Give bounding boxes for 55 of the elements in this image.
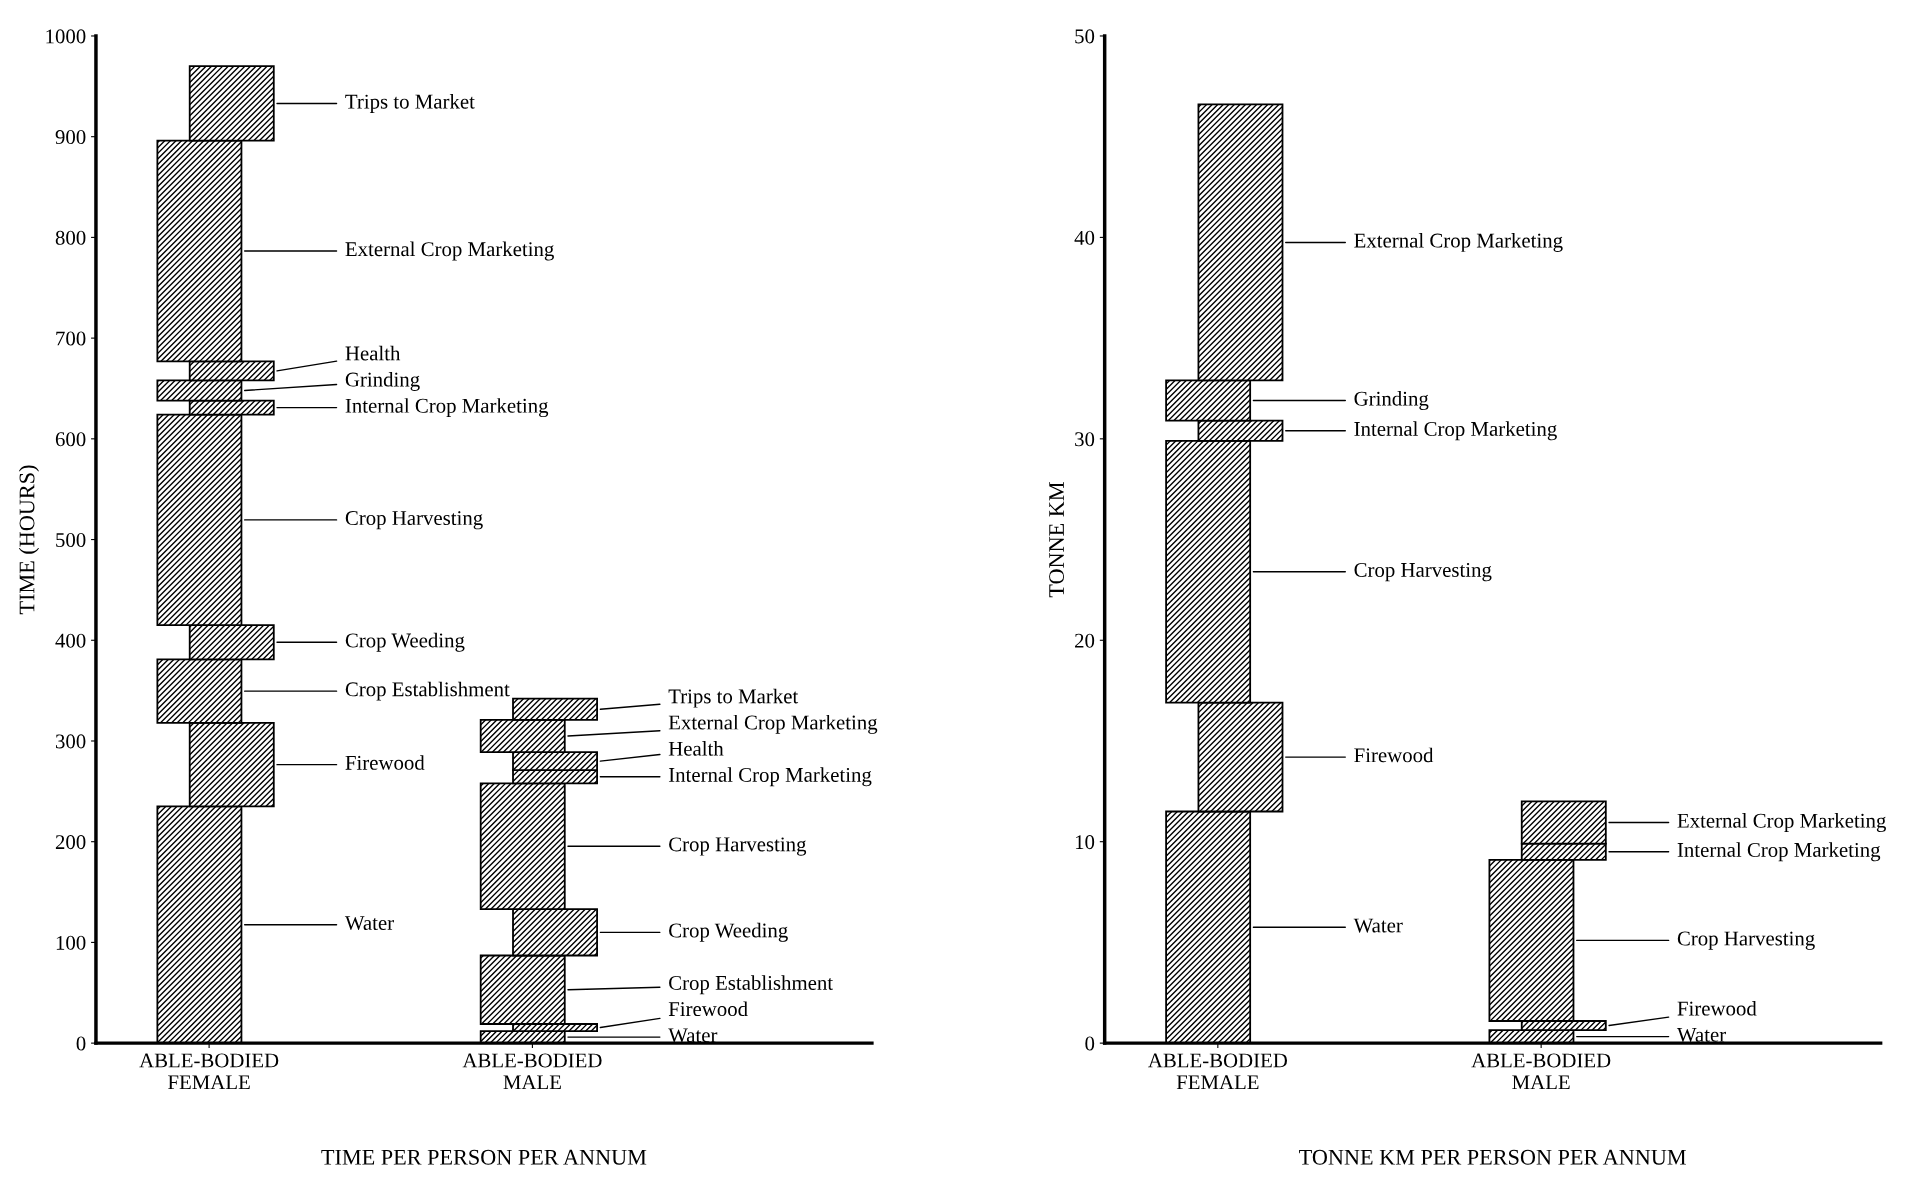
x-tick-label: ABLE-BODIED FEMALE (1148, 1053, 1288, 1090)
x-tick-label: ABLE-BODIED MALE (1471, 1053, 1611, 1090)
text: Internal Crop Marketing (345, 398, 549, 418)
x-axis-title: TIME PER PERSON PER ANNUM (321, 1149, 647, 1165)
y-tick-label: 0 (76, 1036, 86, 1051)
text: Grinding (345, 371, 420, 391)
text: Water (1676, 1027, 1726, 1042)
x-axis-title: TONNE KM PER PERSON PER ANNUM (1299, 1149, 1686, 1165)
y-tick-label: 300 (55, 734, 86, 749)
text: Water (668, 1028, 718, 1043)
y-tick-label: 600 (55, 432, 86, 447)
y-tick-label: 30 (1075, 432, 1095, 447)
text: Internal Crop Marketing (1354, 421, 1557, 441)
text: Trips to Market (345, 94, 475, 113)
text: Crop Establishment (669, 975, 833, 995)
y-tick-label: 20 (1075, 633, 1095, 648)
x-tick-label: ABLE-BODIED MALE (462, 1053, 602, 1090)
text: External Crop Marketing (668, 714, 878, 734)
y-tick-label: 50 (1075, 29, 1095, 44)
text: Grinding (1354, 391, 1429, 411)
y-tick-label: 1000 (46, 29, 86, 44)
text: Crop Harvesting (345, 511, 483, 530)
y-tick-label: 40 (1074, 230, 1095, 245)
text: Crop Establishment (345, 681, 510, 701)
text: Water (1353, 918, 1403, 933)
y-tick-label: 0 (1085, 1036, 1095, 1051)
text: Firewood (668, 1001, 748, 1017)
y-tick-label: 400 (55, 633, 86, 648)
text: Firewood (345, 755, 425, 770)
text: Internal Crop Marketing (668, 767, 872, 787)
text: External Crop Marketing (1354, 232, 1563, 252)
text: Crop Harvesting (1354, 562, 1492, 582)
text: Internal Crop Marketing (1677, 842, 1881, 862)
y-axis-title: TIME (HOURS) (18, 465, 40, 615)
y-tick-label: 700 (56, 331, 86, 346)
text: Crop Weeding (345, 632, 465, 652)
text: External Crop Marketing (345, 241, 554, 261)
text: Firewood (1354, 747, 1434, 763)
text: Trips to Market (668, 688, 799, 708)
text: Crop Harvesting (1677, 931, 1815, 950)
text: Water (344, 916, 394, 931)
y-tick-label: 200 (55, 835, 86, 850)
y-tick-label: 500 (56, 532, 86, 547)
text: Health (345, 345, 401, 361)
y-tick-label: 10 (1075, 835, 1095, 850)
text: Crop Harvesting (669, 837, 807, 856)
text: External Crop Marketing (1677, 813, 1886, 833)
y-tick-label: 100 (56, 935, 86, 950)
y-axis-title: TONNE KM (1049, 482, 1065, 598)
y-tick-label: 800 (55, 230, 86, 245)
x-tick-label: ABLE-BODIED FEMALE (139, 1053, 279, 1090)
text: Firewood (1677, 1000, 1757, 1016)
text: Crop Weeding (669, 922, 788, 942)
text: Health (668, 741, 724, 756)
y-tick-label: 900 (55, 130, 86, 145)
